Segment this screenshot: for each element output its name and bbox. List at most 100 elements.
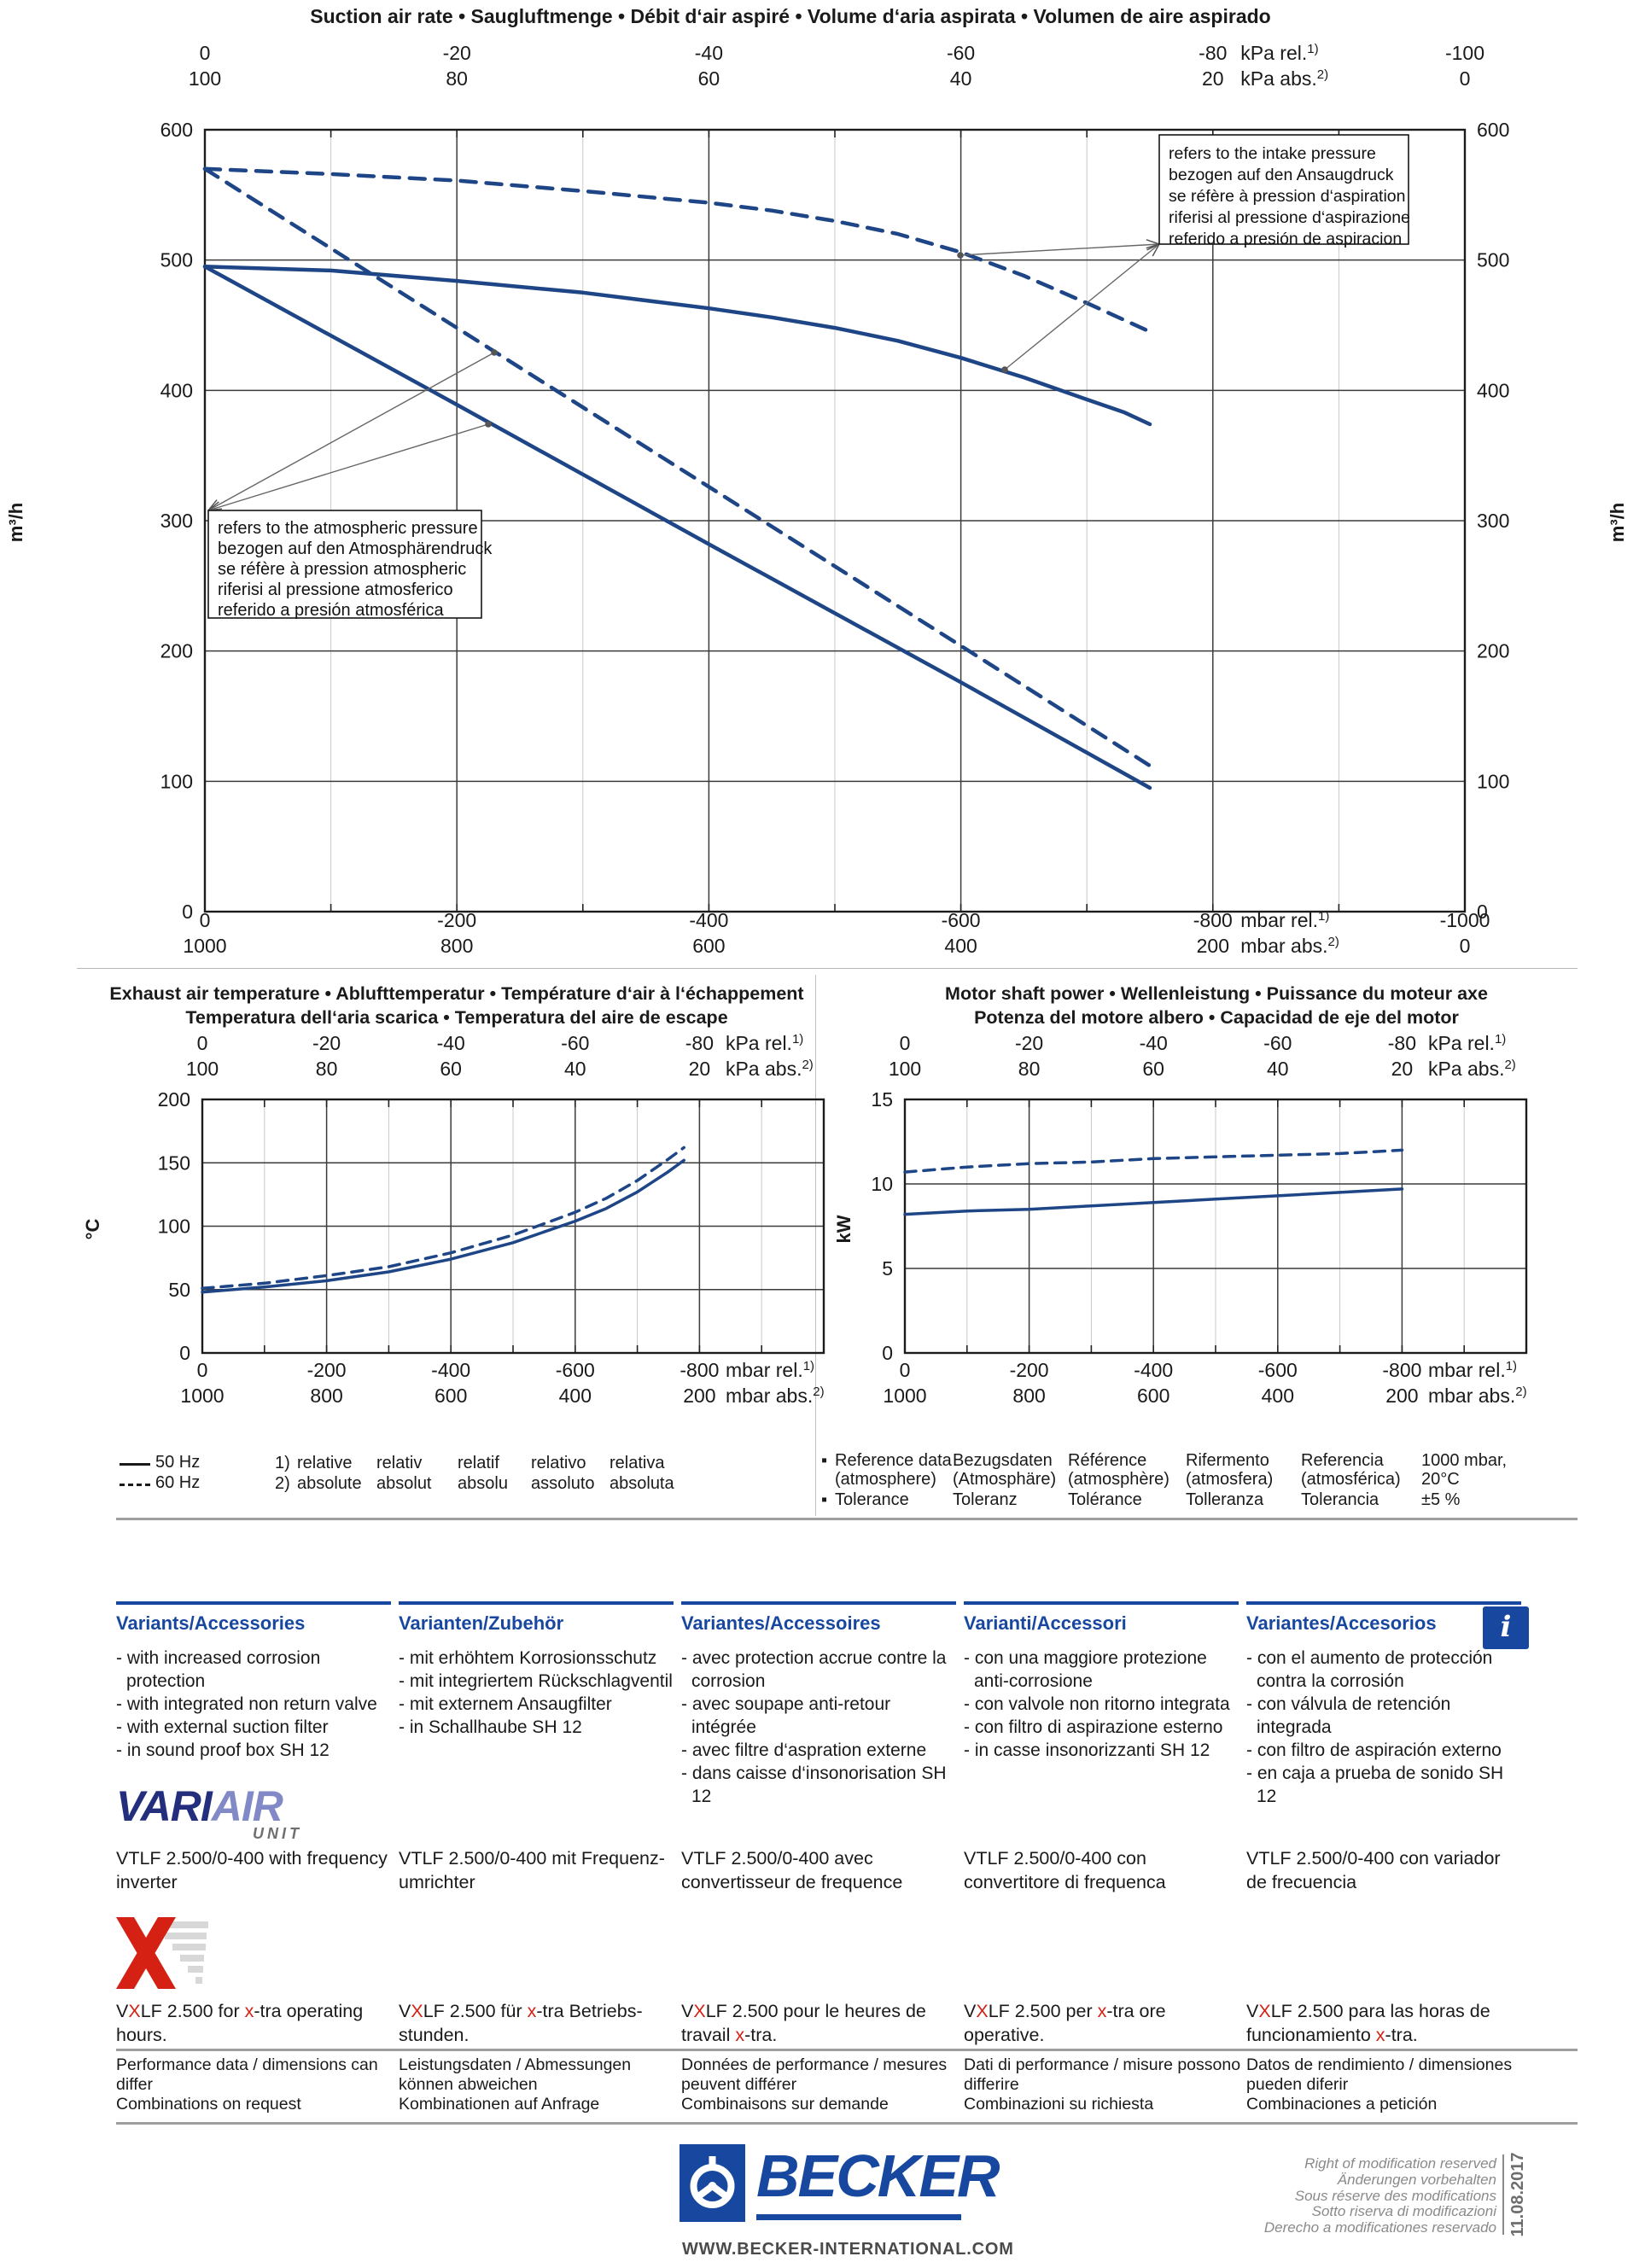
svg-text:-400: -400	[689, 909, 728, 931]
reference-item: Toleranz	[953, 1490, 1018, 1509]
x-logo-glyph	[116, 1917, 176, 1989]
annotation-box	[207, 510, 482, 619]
vtlf-text: VTLF 2.500/0-400 con variador de frecuen…	[1246, 1848, 1501, 1892]
svg-text:-80: -80	[685, 1032, 714, 1054]
svg-text:-1000: -1000	[1440, 909, 1490, 931]
svg-text:100: 100	[189, 67, 221, 90]
svg-text:-400: -400	[1134, 1359, 1173, 1381]
svg-text:-400: -400	[431, 1359, 470, 1381]
vxlf-segment: X	[976, 2001, 989, 2021]
becker-wordmark: BECKER	[756, 2143, 1000, 2209]
variants-header: Varianti/Accessori	[964, 1601, 1239, 1635]
vxlf-segment: V	[964, 2001, 977, 2021]
svg-text:-80: -80	[1388, 1032, 1416, 1054]
variants-item: - avec filtre d‘aspration externe	[681, 1740, 927, 1760]
curve-50hz	[903, 1187, 1404, 1216]
svg-text:-40: -40	[1140, 1032, 1168, 1054]
reference-item: ±5 %	[1421, 1490, 1461, 1509]
svg-text:0: 0	[882, 1342, 893, 1364]
footnote-item: absoluta	[610, 1474, 674, 1493]
svg-text:-200: -200	[307, 1359, 347, 1381]
svg-text:mbar abs.2): mbar abs.2)	[1428, 1385, 1527, 1407]
annotation-box	[1158, 134, 1409, 245]
svg-text:-60: -60	[947, 42, 975, 64]
variants-item: - con válvula de retención integrada	[1246, 1694, 1451, 1737]
vxlf-segment: x	[244, 2001, 254, 2021]
svg-text:200: 200	[1385, 1385, 1418, 1407]
svg-text:riferisi al pressione d‘aspira: riferisi al pressione d‘aspirazione	[1169, 208, 1410, 227]
variants-item: - mit integriertem Rückschlagventil	[399, 1671, 673, 1691]
reference-item: ▪	[821, 1451, 828, 1470]
vxlf-text: VXLF 2.500 per x-tra ore operative.	[964, 1999, 1242, 2047]
vxlf-segment: -tra ore operative.	[964, 2001, 1166, 2045]
svg-text:refers to the atmospheric pres: refers to the atmospheric pressure	[218, 519, 478, 538]
svg-text:bezogen auf den Atmosphärendru: bezogen auf den Atmosphärendruck	[218, 539, 493, 558]
svg-text:300: 300	[160, 510, 193, 532]
reference-item: (atmosphere)	[835, 1470, 936, 1489]
reference-item: Rifermento	[1186, 1451, 1269, 1470]
svg-text:mbar abs.2): mbar abs.2)	[726, 1385, 825, 1407]
variants-items: - con el aumento de protección contra la…	[1246, 1647, 1521, 1808]
variair-wordmark: VARIAIR	[116, 1784, 302, 1828]
svg-text:-200: -200	[437, 909, 476, 931]
exhaust-chart-title-line2: Temperatura dell‘aria scarica • Temperat…	[185, 1007, 728, 1028]
footnote-item: absolu	[458, 1474, 508, 1493]
svg-text:400: 400	[1262, 1385, 1294, 1407]
plot-border	[201, 1098, 825, 1355]
svg-text:mbar rel.1): mbar rel.1)	[1428, 1359, 1517, 1381]
variants-item: - with external suction filter	[116, 1717, 329, 1737]
legend-label-50hz: 50 Hz	[155, 1453, 201, 1472]
date-divider	[1502, 2154, 1504, 2235]
modification-note-line: Sous réserve des modifications	[1294, 2187, 1496, 2204]
vxlf-segment: LF 2.500 para las horas de funcionamient…	[1246, 2001, 1490, 2045]
svg-text:200: 200	[683, 1385, 715, 1407]
svg-text:-200: -200	[1010, 1359, 1049, 1381]
column-divider	[815, 975, 816, 1516]
modification-note-line: Änderungen vorbehalten	[1337, 2171, 1496, 2188]
vxlf-segment: x	[1375, 2025, 1385, 2045]
variants-header: Variantes/Accessoires	[681, 1601, 956, 1635]
svg-text:kPa rel.1): kPa rel.1)	[726, 1032, 803, 1054]
vxlf-segment: -tra Betriebs-stunden.	[399, 2001, 643, 2045]
svg-text:600: 600	[160, 119, 193, 141]
variants-item: - con filtro de aspiración externo	[1246, 1740, 1502, 1760]
svg-text:1000: 1000	[883, 1385, 926, 1407]
becker-website-link[interactable]: WWW.BECKER-INTERNATIONAL.COM	[682, 2240, 1014, 2259]
x-logo-stripes	[157, 1921, 208, 1984]
variants-column: Variantes/Accessoires - avec protection a…	[681, 1601, 956, 1808]
svg-text:se réfère à pression atmospher: se réfère à pression atmospheric	[218, 560, 466, 579]
revision-date: 11.08.2017	[1508, 2152, 1527, 2237]
reference-item: 1000 mbar,	[1421, 1451, 1508, 1470]
power-chart-title: Motor shaft power • Wellenleistung • Pui…	[892, 982, 1541, 1029]
reference-item: Tolerancia	[1301, 1490, 1379, 1509]
svg-text:80: 80	[1018, 1058, 1041, 1080]
reference-item: (atmosfera)	[1186, 1470, 1274, 1489]
svg-text:-100: -100	[1445, 42, 1484, 64]
exhaust-chart-title: Exhaust air temperature • Ablufttemperat…	[81, 982, 832, 1029]
info-icon[interactable]: i	[1483, 1606, 1529, 1649]
svg-text:100: 100	[160, 770, 193, 792]
variants-column: Variants/Accessories - with increased cor…	[116, 1601, 391, 1762]
vtlf-text: VTLF 2.500/0-400 with frequency inverter	[116, 1848, 388, 1892]
svg-text:10: 10	[871, 1173, 893, 1195]
curve-50hz-atmospheric	[202, 265, 1152, 790]
svg-text:5: 5	[882, 1257, 893, 1280]
svg-text:40: 40	[1267, 1058, 1289, 1080]
svg-text:bezogen auf den Ansaugdruck: bezogen auf den Ansaugdruck	[1169, 166, 1394, 184]
svg-text:m³/h: m³/h	[5, 503, 26, 542]
svg-text:50: 50	[168, 1279, 190, 1301]
footnote-item: relative	[297, 1454, 353, 1472]
vxlf-segment: x	[735, 2025, 745, 2045]
svg-text:800: 800	[440, 935, 473, 957]
footnote-item: absolute	[297, 1474, 362, 1493]
svg-text:800: 800	[310, 1385, 342, 1407]
footnote-item: relativ	[376, 1454, 423, 1472]
svg-text:15: 15	[871, 1088, 893, 1111]
variants-item: - con una maggiore protezione anti-corro…	[964, 1648, 1207, 1691]
x-tra-logo	[116, 1917, 208, 1989]
reference-item: Bezugsdaten	[953, 1451, 1053, 1470]
svg-text:600: 600	[1477, 119, 1509, 141]
svg-text:200: 200	[1197, 935, 1229, 957]
svg-text:150: 150	[158, 1151, 190, 1174]
variants-column: Varianti/Accessori - con una maggiore pro…	[964, 1601, 1239, 1762]
